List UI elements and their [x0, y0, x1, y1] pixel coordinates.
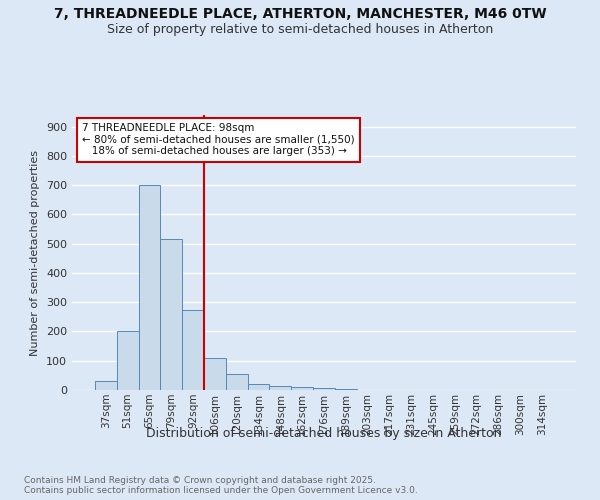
Text: 7, THREADNEEDLE PLACE, ATHERTON, MANCHESTER, M46 0TW: 7, THREADNEEDLE PLACE, ATHERTON, MANCHES…: [53, 8, 547, 22]
Bar: [226, 374, 248, 390]
Bar: [291, 387, 313, 390]
Bar: [182, 310, 204, 390]
Bar: [313, 388, 335, 390]
Bar: [160, 240, 182, 390]
Bar: [139, 185, 160, 390]
Bar: [95, 380, 117, 390]
Y-axis label: Number of semi-detached properties: Number of semi-detached properties: [31, 150, 40, 356]
Text: 7 THREADNEEDLE PLACE: 98sqm
← 80% of semi-detached houses are smaller (1,550)
  : 7 THREADNEEDLE PLACE: 98sqm ← 80% of sem…: [82, 123, 355, 156]
Bar: [269, 386, 291, 390]
Text: Distribution of semi-detached houses by size in Atherton: Distribution of semi-detached houses by …: [146, 428, 502, 440]
Text: Size of property relative to semi-detached houses in Atherton: Size of property relative to semi-detach…: [107, 22, 493, 36]
Bar: [248, 384, 269, 390]
Text: Contains HM Land Registry data © Crown copyright and database right 2025.
Contai: Contains HM Land Registry data © Crown c…: [24, 476, 418, 495]
Bar: [335, 388, 357, 390]
Bar: [117, 332, 139, 390]
Bar: [204, 358, 226, 390]
